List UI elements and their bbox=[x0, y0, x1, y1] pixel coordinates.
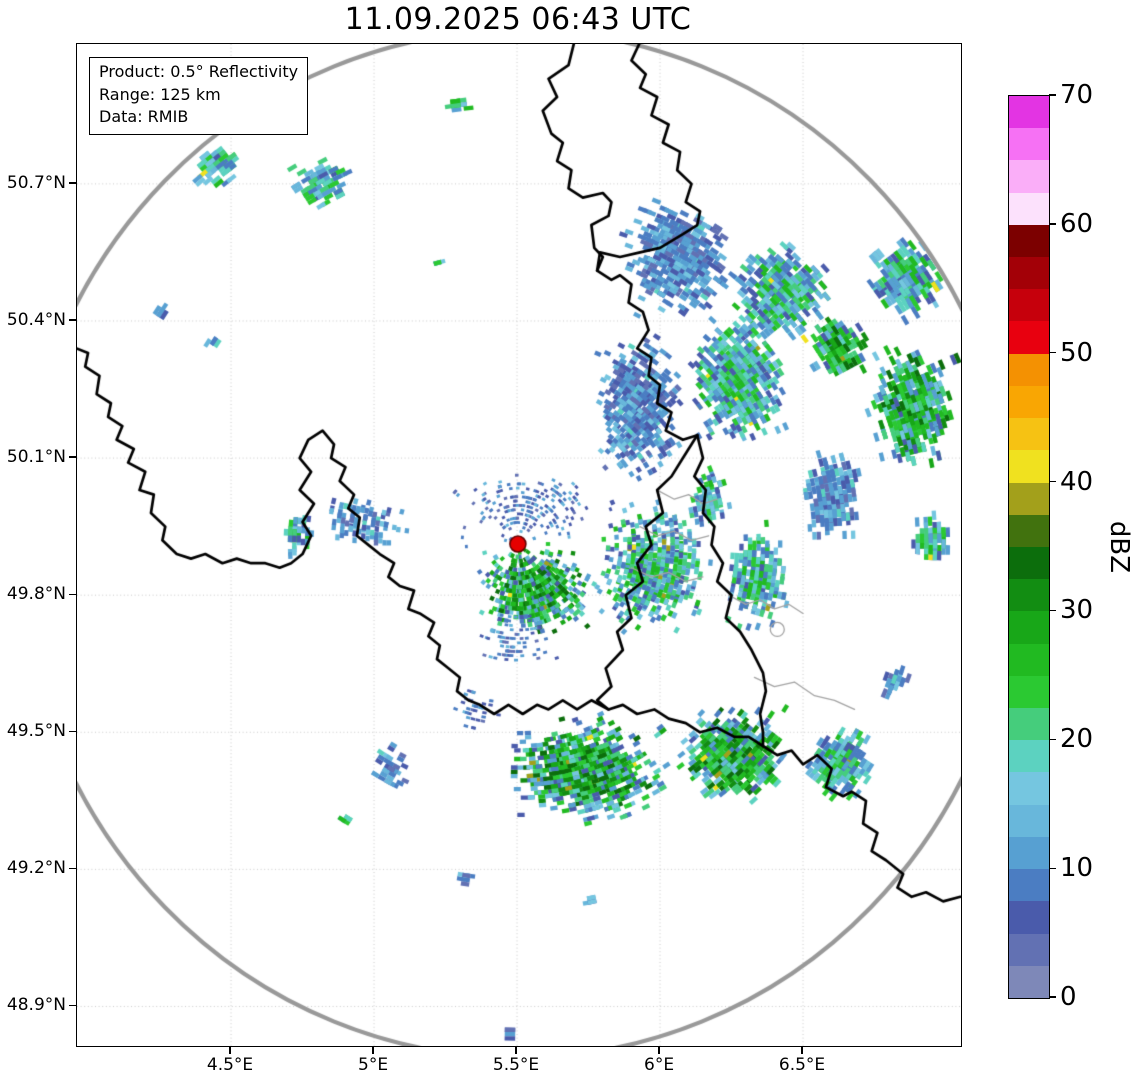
x-tick-mark bbox=[372, 1046, 374, 1054]
x-tick-mark bbox=[801, 1046, 803, 1054]
colorbar-segment bbox=[1009, 546, 1049, 580]
info-box-data-source: Data: RMIB bbox=[99, 107, 189, 127]
x-tick-mark bbox=[658, 1046, 660, 1054]
y-tick-label: 49.2°N bbox=[6, 858, 66, 879]
x-tick-label: 5.5°E bbox=[492, 1055, 540, 1075]
colorbar-segment bbox=[1009, 965, 1049, 998]
colorbar-segment bbox=[1009, 192, 1049, 225]
y-tick-label: 50.1°N bbox=[6, 447, 66, 468]
colorbar-segment bbox=[1009, 740, 1049, 773]
colorbar-segment bbox=[1009, 933, 1049, 966]
colorbar-segment bbox=[1009, 611, 1049, 644]
colorbar-tick-label: 10 bbox=[1060, 853, 1094, 884]
colorbar-segment bbox=[1009, 772, 1049, 805]
y-tick-mark bbox=[69, 456, 76, 458]
colorbar-segment bbox=[1009, 869, 1049, 902]
colorbar-segment bbox=[1009, 708, 1049, 741]
colorbar-segment bbox=[1009, 224, 1049, 257]
y-tick-mark bbox=[69, 867, 76, 870]
colorbar-label: dBZ bbox=[1104, 520, 1134, 574]
y-tick-label: 50.7°N bbox=[6, 172, 66, 193]
colorbar-segment bbox=[1009, 514, 1049, 547]
info-box-product: Product: 0.5° Reflectivity bbox=[99, 62, 299, 81]
colorbar-tick-mark bbox=[1049, 223, 1056, 225]
colorbar-tick-mark bbox=[1049, 609, 1056, 612]
colorbar-segment bbox=[1009, 289, 1049, 322]
colorbar-segment bbox=[1009, 160, 1049, 193]
y-tick-mark bbox=[69, 730, 76, 732]
x-tick-mark bbox=[515, 1046, 517, 1054]
colorbar-tick-mark bbox=[1049, 867, 1056, 869]
colorbar-segment bbox=[1009, 675, 1049, 709]
colorbar-tick-mark bbox=[1049, 996, 1056, 998]
figure-title: 11.09.2025 06:43 UTC bbox=[344, 2, 692, 37]
x-tick-label: 6.5°E bbox=[778, 1055, 826, 1075]
colorbar-tick-label: 60 bbox=[1060, 208, 1094, 239]
colorbar-tick-mark bbox=[1049, 352, 1056, 354]
colorbar-tick-label: 0 bbox=[1060, 982, 1077, 1012]
colorbar-segment bbox=[1009, 643, 1049, 676]
y-tick-mark bbox=[69, 1004, 76, 1007]
colorbar-tick-mark bbox=[1049, 94, 1056, 96]
colorbar-segment bbox=[1009, 128, 1049, 161]
radar-map-canvas bbox=[77, 44, 961, 1046]
y-tick-label: 48.9°N bbox=[6, 995, 66, 1016]
x-tick-label: 4.5°E bbox=[206, 1055, 254, 1075]
y-tick-mark bbox=[69, 182, 76, 184]
colorbar-tick-label: 70 bbox=[1060, 80, 1094, 110]
colorbar-segment bbox=[1009, 450, 1049, 483]
colorbar-segment bbox=[1009, 579, 1049, 612]
map-plot-area: Product: 0.5° Reflectivity Range: 125 km… bbox=[76, 43, 962, 1047]
colorbar-tick-label: 50 bbox=[1060, 337, 1094, 368]
colorbar-segment bbox=[1009, 95, 1049, 129]
colorbar-segment bbox=[1009, 836, 1049, 870]
colorbar-segment bbox=[1009, 353, 1049, 386]
info-box-range: Range: 125 km bbox=[99, 84, 221, 104]
y-tick-label: 49.8°N bbox=[6, 584, 66, 605]
colorbar-segment bbox=[1009, 804, 1049, 837]
colorbar-segment bbox=[1009, 901, 1049, 934]
x-tick-label: 5°E bbox=[358, 1055, 389, 1075]
colorbar-segment bbox=[1009, 321, 1049, 354]
y-tick-label: 49.5°N bbox=[6, 721, 66, 742]
colorbar-tick-label: 20 bbox=[1060, 724, 1094, 755]
colorbar-segment bbox=[1009, 482, 1049, 515]
colorbar-tick-label: 30 bbox=[1060, 595, 1094, 626]
x-tick-mark bbox=[229, 1046, 231, 1054]
y-tick-mark bbox=[69, 593, 76, 595]
x-tick-label: 6°E bbox=[644, 1055, 675, 1075]
y-tick-mark bbox=[69, 319, 76, 321]
info-box: Product: 0.5° Reflectivity Range: 125 km… bbox=[89, 57, 309, 136]
colorbar-segment bbox=[1009, 385, 1049, 419]
y-tick-label: 50.4°N bbox=[6, 309, 66, 330]
colorbar-tick-label: 40 bbox=[1060, 466, 1094, 497]
colorbar-segment bbox=[1009, 418, 1049, 451]
colorbar-segment bbox=[1009, 256, 1049, 290]
colorbar-tick-mark bbox=[1049, 480, 1056, 483]
colorbar bbox=[1008, 95, 1050, 999]
colorbar-tick-mark bbox=[1049, 738, 1056, 740]
